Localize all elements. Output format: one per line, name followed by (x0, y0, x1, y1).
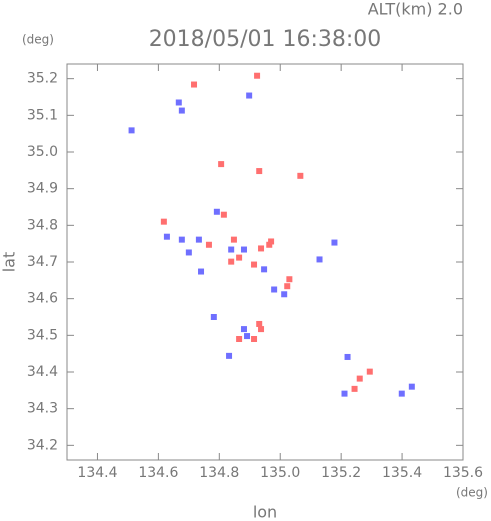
data-point (266, 241, 273, 248)
data-point (185, 249, 192, 256)
data-point (160, 218, 167, 225)
data-point (258, 245, 265, 252)
data-point (344, 353, 351, 360)
y-tick-label: 35.1 (27, 107, 58, 123)
data-point (198, 268, 205, 275)
y-tick-label: 34.5 (27, 327, 58, 343)
data-point (281, 291, 288, 298)
data-point (254, 72, 261, 79)
data-point (297, 172, 304, 179)
x-tick-label: 135.2 (321, 465, 361, 481)
y-tick-label: 34.9 (27, 181, 58, 197)
data-point (341, 390, 348, 397)
data-point (178, 236, 185, 243)
data-point (316, 256, 323, 263)
x-axis-label: lon (253, 503, 277, 521)
data-point (210, 314, 217, 320)
data-point (261, 266, 268, 273)
x-tick-label: 134.8 (199, 465, 239, 481)
chart-title: 2018/05/01 16:38:00 (149, 27, 382, 52)
y-tick-label: 34.7 (27, 254, 58, 270)
data-point (213, 208, 220, 215)
data-point (331, 239, 338, 246)
data-point (191, 81, 198, 88)
x-tick-label: 135.4 (382, 465, 422, 481)
data-point (240, 246, 247, 253)
x-unit: (deg) (456, 486, 488, 500)
data-point (356, 375, 363, 382)
data-point (228, 246, 235, 253)
data-point (244, 333, 251, 340)
data-point (246, 92, 253, 99)
data-point (175, 99, 182, 106)
data-point (256, 168, 263, 175)
data-point (268, 238, 275, 245)
y-tick-label: 35.0 (27, 144, 58, 160)
y-tick-label: 35.2 (27, 71, 58, 87)
x-tick-label: 135.0 (260, 465, 300, 481)
data-point (178, 107, 185, 114)
data-point (163, 233, 170, 240)
data-point (286, 276, 293, 283)
data-point (195, 236, 202, 243)
data-point (236, 254, 243, 261)
y-tick-label: 34.3 (27, 401, 58, 417)
data-point (366, 368, 373, 375)
x-tick-label: 134.4 (77, 465, 117, 481)
plot-frame (66, 63, 464, 461)
data-point (240, 326, 247, 333)
y-tick-label: 34.6 (27, 291, 58, 307)
data-point (398, 390, 405, 397)
data-point (226, 352, 233, 359)
data-point (128, 127, 135, 134)
data-point (251, 261, 258, 268)
y-tick-label: 34.2 (27, 437, 58, 453)
chart-subtitle: ALT(km) 2.0 (368, 0, 463, 19)
data-point (408, 383, 415, 390)
y-tick-label: 34.8 (27, 217, 58, 233)
y-axis-label: lat (0, 252, 19, 273)
data-point (236, 336, 243, 342)
x-tick-label: 135.6 (443, 465, 483, 481)
x-tick-label: 134.6 (138, 465, 178, 481)
data-point (228, 258, 235, 265)
data-point (256, 320, 263, 327)
data-point (258, 326, 265, 333)
data-point (351, 385, 358, 392)
data-point (205, 241, 212, 248)
data-point (251, 336, 258, 342)
y-unit: (deg) (22, 33, 54, 47)
data-point (218, 161, 225, 168)
y-tick-label: 34.4 (27, 364, 58, 380)
data-point (220, 211, 227, 218)
data-point (271, 286, 278, 293)
data-point (230, 236, 237, 243)
data-point (284, 283, 291, 290)
